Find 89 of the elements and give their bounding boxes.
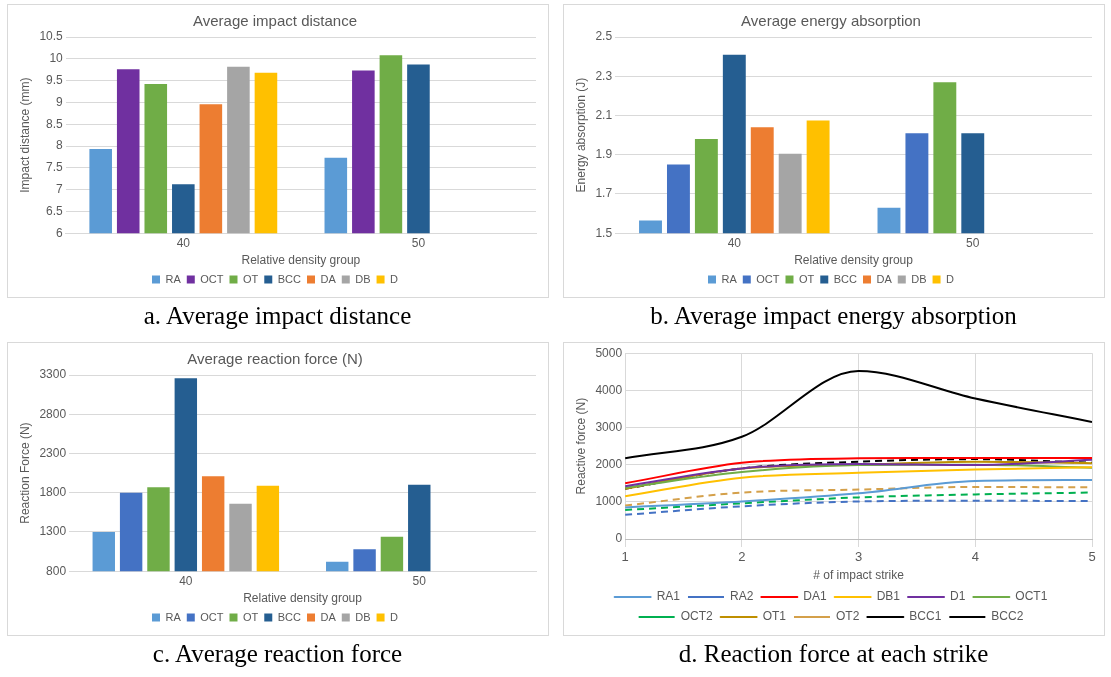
y-axis-title: Reaction Force (N) — [17, 422, 32, 524]
x-tick-label: 40 — [176, 235, 190, 250]
y-tick-label: 1800 — [38, 485, 66, 500]
y-tick-label: 6 — [55, 225, 63, 240]
y-tick-label: 1.7 — [594, 186, 612, 201]
y-tick-label: 7.5 — [45, 160, 63, 175]
line-series — [624, 466, 1092, 498]
legend-label: DB — [354, 272, 371, 285]
x-tick-label: 40 — [178, 573, 193, 588]
y-axis-title: Energy absorption (J) — [573, 77, 588, 193]
text: d. Reaction force at each strike — [677, 640, 990, 668]
legend-label: DB — [910, 272, 927, 285]
legend-label: OCT — [199, 272, 224, 285]
line-series — [624, 370, 1092, 460]
legend-label: DA — [876, 272, 892, 285]
x-tick-label: 50 — [412, 573, 426, 588]
legend-label: D — [389, 610, 398, 623]
y-tick-label: 7 — [55, 181, 63, 196]
x-tick-label: 3 — [854, 549, 862, 565]
y-tick-label: 1.5 — [594, 225, 612, 240]
y-tick-label: 1000 — [594, 494, 622, 509]
x-tick-label: 4 — [971, 549, 979, 565]
y-tick-label: 3300 — [38, 367, 66, 382]
y-tick-label: 2000 — [594, 456, 622, 471]
x-axis-title: Relative density group — [242, 591, 362, 606]
x-axis-title: # of impact strike — [812, 568, 904, 583]
legend-label: RA — [721, 272, 737, 285]
legend-label: DA1 — [802, 589, 827, 604]
legend-label: DA — [320, 272, 336, 285]
y-tick-label: 8.5 — [45, 116, 63, 131]
legend-label: DB — [354, 610, 371, 623]
legend-label: BCC1 — [908, 609, 942, 624]
y-tick-label: 2.3 — [594, 68, 612, 83]
chart-title: Average energy absorption — [740, 12, 921, 30]
y-tick-label: 5000 — [594, 345, 622, 360]
legend-label: OT — [242, 272, 259, 285]
legend-label: D — [389, 272, 398, 285]
legend-label: OCT2 — [680, 609, 713, 624]
y-tick-label: 2300 — [38, 445, 66, 460]
legend-label: OT — [242, 610, 259, 623]
legend-label: OCT1 — [1014, 589, 1048, 604]
y-tick-label: 6.5 — [45, 203, 63, 218]
legend-label: D1 — [949, 589, 966, 604]
y-tick-label: 8 — [55, 138, 63, 153]
x-tick-label: 1 — [620, 549, 629, 565]
legend-label: DB1 — [876, 589, 900, 604]
y-axis-title: Impact distance (mm) — [17, 77, 32, 193]
chart-title: Average impact distance — [192, 12, 357, 30]
y-tick-label: 2800 — [38, 406, 66, 421]
x-tick-label: 40 — [727, 235, 741, 250]
y-tick-label: 4000 — [594, 382, 622, 397]
legend-label: RA1 — [656, 589, 680, 604]
legend-label: OT — [798, 272, 815, 285]
x-tick-label: 5 — [1087, 549, 1096, 565]
text: b. Average impact energy absorption — [649, 302, 1018, 330]
y-tick-label: 1.9 — [594, 147, 612, 162]
legend-label: BCC — [277, 610, 301, 623]
legend-label: RA2 — [729, 589, 754, 604]
y-tick-label: 0 — [614, 531, 622, 546]
legend-label: BCC — [277, 272, 301, 285]
line-series — [624, 478, 1092, 509]
text: c. Average reaction force — [151, 640, 404, 668]
legend-label: OT2 — [835, 609, 860, 624]
y-tick-label: 9 — [55, 94, 63, 109]
x-tick-label: 2 — [737, 549, 745, 565]
x-axis-title: Relative density group — [241, 253, 361, 268]
x-axis-title: Relative density group — [793, 253, 913, 268]
legend-label: DA — [320, 610, 336, 623]
y-tick-label: 1300 — [38, 524, 66, 539]
legend-label: OT1 — [762, 609, 786, 624]
legend-label: OCT — [755, 272, 780, 285]
y-tick-label: 10 — [48, 51, 63, 66]
y-tick-label: 800 — [45, 563, 66, 578]
text: a. Average impact distance — [142, 302, 413, 330]
y-axis-title: Reactive force (N) — [573, 397, 588, 495]
y-tick-label: 9.5 — [45, 72, 63, 87]
y-tick-label: 10.5 — [38, 29, 63, 44]
legend-label: OCT — [199, 610, 224, 623]
chart-title: Average reaction force (N) — [186, 350, 363, 368]
x-tick-label: 50 — [411, 235, 425, 250]
legend-label: RA — [165, 610, 181, 623]
y-tick-label: 2.1 — [594, 107, 612, 122]
y-tick-label: 3000 — [594, 419, 622, 434]
x-tick-label: 50 — [965, 235, 980, 250]
legend-label: RA — [165, 272, 181, 285]
legend-label: D — [945, 272, 954, 285]
y-tick-label: 2.5 — [594, 29, 612, 44]
legend-label: BCC2 — [990, 609, 1024, 624]
legend-label: BCC — [833, 272, 857, 285]
